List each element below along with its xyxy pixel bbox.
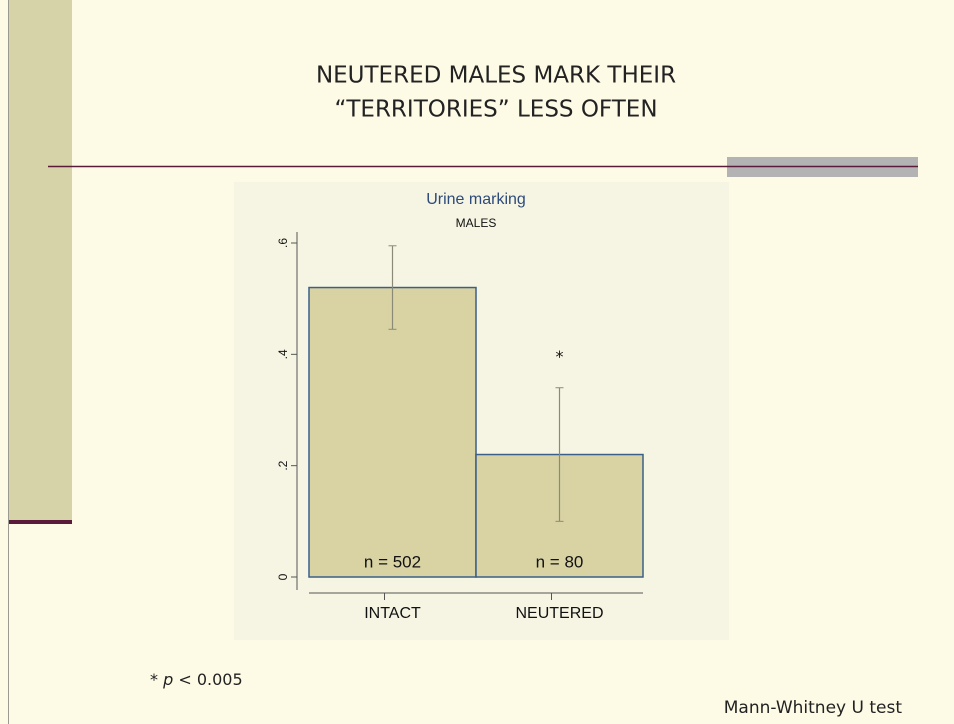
- y-tick-label: .2: [276, 460, 290, 470]
- y-tick-label: .4: [276, 349, 290, 359]
- bar: [308, 286, 477, 578]
- x-tick-label: INTACT: [364, 605, 421, 622]
- test-note: Mann-Whitney U test: [724, 698, 903, 718]
- bar-annotation: n = 502: [364, 552, 421, 571]
- significance-mark: *: [556, 347, 564, 366]
- x-tick-label: NEUTERED: [515, 605, 603, 622]
- y-tick-label: 0: [276, 573, 290, 580]
- side-band: [9, 0, 72, 520]
- bar-annotation: n = 80: [536, 552, 584, 571]
- slide-title: “TERRITORIES” LESS OFTEN: [334, 97, 657, 123]
- slide-title: NEUTERED MALES MARK THEIR: [316, 63, 676, 89]
- chart-subtitle: MALES: [456, 216, 497, 230]
- chart-title: Urine marking: [426, 191, 526, 208]
- side-band-foot: [9, 520, 72, 524]
- footnote: * p < 0.005: [150, 670, 243, 689]
- y-tick-label: .6: [276, 238, 290, 248]
